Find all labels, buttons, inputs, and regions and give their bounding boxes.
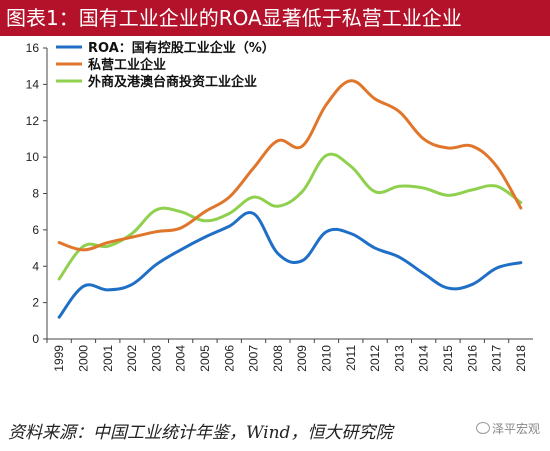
x-tick-label: 1999 (52, 345, 66, 372)
legend-label: ROA：国有控股工业企业（%） (88, 40, 275, 56)
series-line (57, 79, 523, 252)
x-tick-label: 2014 (417, 345, 431, 372)
chart-title: 图表1：国有工业企业的ROA显著低于私营工业企业 (6, 6, 462, 30)
x-tick-label: 2009 (295, 345, 309, 372)
source-note: 资料来源：中国工业统计年鉴，Wind，恒大研究院 (8, 423, 393, 443)
x-tick-label: 2005 (198, 345, 212, 372)
y-tick-label: 12 (26, 114, 40, 128)
y-tick-label: 8 (32, 187, 39, 201)
x-tick-label: 2001 (101, 345, 115, 372)
x-tick-label: 2012 (368, 345, 382, 372)
x-tick-label: 2017 (490, 345, 504, 372)
series-line (57, 152, 523, 281)
x-tick-label: 2016 (465, 345, 479, 372)
y-tick-label: 6 (32, 223, 39, 237)
y-tick-label: 4 (32, 259, 39, 273)
x-tick-label: 2003 (149, 345, 163, 372)
title-bar: 图表1：国有工业企业的ROA显著低于私营工业企业 (0, 0, 550, 36)
line-chart: 0 2 4 6 8 10 12 14 16 1999 2000 2001 2002 2003 2004 200… (26, 40, 533, 372)
x-tick-label: 2018 (514, 345, 528, 372)
x-tick-label: 2007 (247, 345, 261, 372)
y-tick-label: 16 (26, 41, 40, 55)
legend-label: 外商及港澳台商投资工业企业 (87, 74, 257, 90)
y-tick-label: 14 (26, 77, 40, 91)
y-tick-label: 0 (32, 332, 39, 346)
x-tick-label: 2015 (441, 345, 455, 372)
x-tick-label: 2002 (125, 345, 139, 372)
wechat-icon (475, 422, 490, 434)
watermark-text: 泽平宏观 (491, 422, 540, 436)
y-tick-label: 10 (26, 150, 40, 164)
x-tick-label: 2008 (271, 345, 285, 372)
watermark: 泽平宏观 (475, 420, 540, 437)
x-tick-label: 2010 (319, 345, 333, 372)
x-tick-label: 2011 (344, 345, 358, 371)
legend-label: 私营工业企业 (88, 57, 166, 73)
x-tick-label: 2000 (76, 345, 90, 372)
y-tick-label: 2 (32, 296, 39, 310)
x-tick-label: 2006 (222, 345, 236, 372)
series-line (57, 210, 523, 319)
x-tick-label: 2004 (174, 345, 188, 372)
x-tick-label: 2013 (392, 345, 406, 372)
